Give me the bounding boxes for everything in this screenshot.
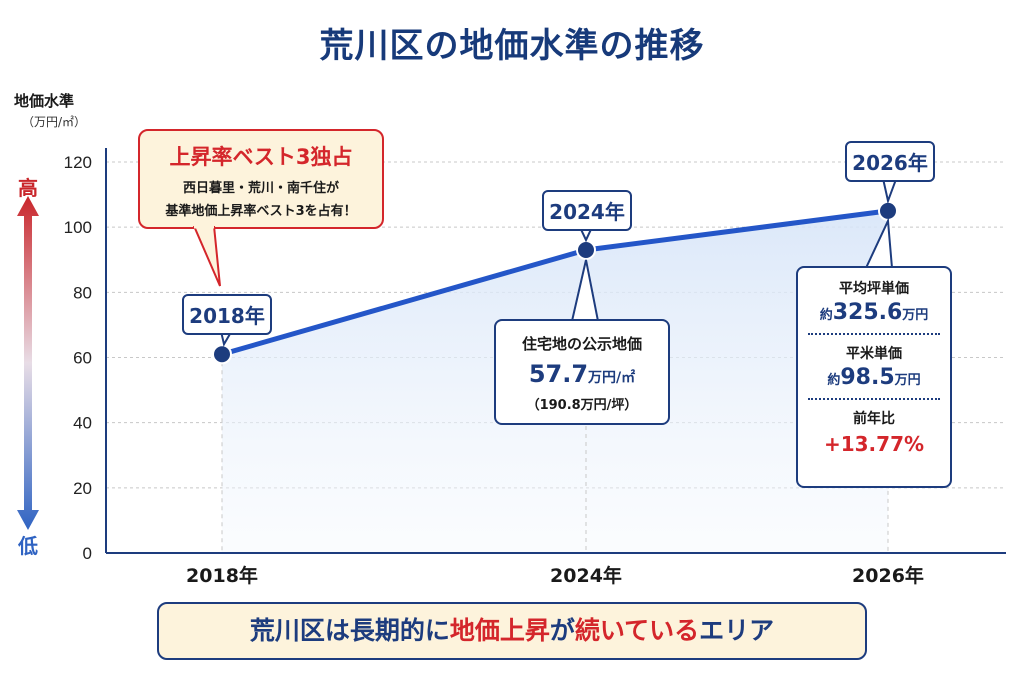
- highlight-line1: 西日暮里・荒川・南千住が: [182, 181, 339, 196]
- banner-part3: が: [549, 616, 575, 645]
- callout-2024-value-unit: 万円/㎡: [588, 370, 636, 386]
- high-low-gradient-arrow: [17, 196, 39, 530]
- callout-2024: 住宅地の公示地価 57.7万円/㎡ （190.8万円/坪）: [494, 319, 670, 425]
- banner-part2: 地価上昇: [449, 616, 550, 645]
- x-tick-label: 2026年: [852, 564, 924, 587]
- x-tick-label: 2024年: [550, 564, 622, 587]
- highlight-line2: 基準地価上昇率ベスト3を占有！: [165, 204, 357, 219]
- y-tick-label: 20: [73, 479, 92, 498]
- callout-2024-sub: （190.8万円/坪）: [526, 398, 638, 413]
- highlight-pointer: [192, 226, 221, 287]
- y-tick-label: 80: [73, 283, 92, 302]
- y-axis-title: 地価水準: [14, 92, 75, 110]
- tsubo-unit: 万円: [902, 308, 929, 323]
- callout-2024-value: 57.7: [528, 360, 589, 388]
- data-point: [212, 344, 232, 365]
- yoy-value: +13.77%: [823, 432, 925, 456]
- banner-part1: 荒川区は長期的に: [249, 616, 450, 645]
- high-label: 高: [18, 176, 38, 200]
- chart-title: 荒川区の地価水準の推移: [319, 26, 705, 66]
- tsubo-value-row: 約325.6万円: [798, 300, 950, 325]
- tsubo-prefix: 約: [819, 308, 833, 323]
- sqm-prefix: 約: [827, 373, 841, 388]
- point-label-2026: 2026年: [845, 141, 935, 182]
- divider: [808, 333, 940, 335]
- y-tick-label: 0: [83, 544, 92, 563]
- sqm-heading: 平米単価: [846, 346, 902, 362]
- y-tick-label: 60: [73, 349, 92, 368]
- callout-2026: 平均坪単価 約325.6万円 平米単価 約98.5万円 前年比 +13.77%: [796, 266, 952, 488]
- tsubo-value: 325.6: [832, 300, 903, 325]
- sqm-value: 98.5: [840, 365, 895, 390]
- banner-part5: エリア: [699, 616, 775, 645]
- callout-2024-value-row: 57.7万円/㎡: [496, 360, 668, 388]
- divider: [808, 398, 940, 400]
- data-point: [878, 200, 898, 221]
- banner-part4: 続いている: [574, 616, 700, 645]
- sqm-value-row: 約98.5万円: [798, 365, 950, 390]
- low-label: 低: [18, 534, 38, 558]
- point-label-2024: 2024年: [542, 190, 632, 231]
- highlight-callout: 上昇率ベスト3独占 西日暮里・荒川・南千住が 基準地価上昇率ベスト3を占有！: [138, 129, 384, 229]
- x-tick-label: 2018年: [186, 564, 258, 587]
- sqm-unit: 万円: [894, 373, 921, 388]
- y-tick-label: 100: [64, 218, 92, 237]
- point-label-2018: 2018年: [182, 294, 272, 335]
- summary-banner: 荒川区は長期的に地価上昇が続いているエリア: [157, 602, 867, 660]
- callout-2024-heading: 住宅地の公示地価: [521, 335, 642, 353]
- yoy-heading: 前年比: [853, 411, 895, 427]
- y-tick-label: 120: [64, 153, 92, 172]
- tsubo-heading: 平均坪単価: [839, 281, 909, 297]
- y-tick-label: 40: [73, 414, 92, 433]
- data-point: [576, 239, 596, 260]
- y-axis-unit: （万円/㎡）: [22, 115, 87, 129]
- highlight-heading: 上昇率ベスト3独占: [169, 145, 353, 169]
